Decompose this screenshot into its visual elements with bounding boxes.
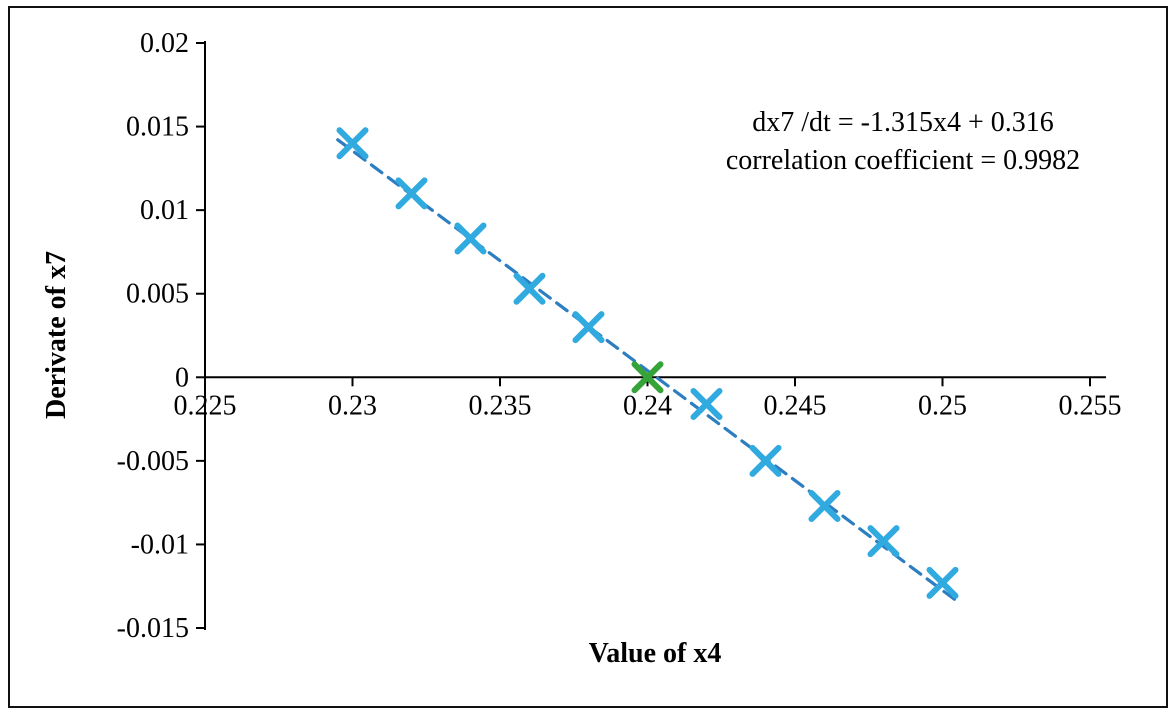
y-tick-label: 0.005 (126, 279, 189, 310)
data-point-marker (513, 272, 546, 305)
y-tick-label: 0.02 (140, 28, 189, 59)
y-tick-label: -0.015 (117, 613, 189, 644)
y-tick-label: -0.01 (131, 529, 189, 560)
data-point-marker (395, 177, 428, 210)
highlight-point-marker (631, 361, 664, 394)
x-tick-label: 0.245 (764, 390, 827, 421)
data-point-marker (454, 222, 487, 255)
data-point-marker (749, 444, 782, 477)
data-point-marker (690, 388, 723, 421)
trendline (336, 138, 959, 603)
trendline-equation: dx7 /dt = -1.315x4 + 0.316 (752, 107, 1054, 138)
x-tick-label: 0.25 (918, 390, 967, 421)
y-tick-label: 0.01 (140, 195, 189, 226)
x-tick-label: 0.23 (328, 390, 377, 421)
trendline-annotation: dx7 /dt = -1.315x4 + 0.316 correlation c… (648, 104, 1158, 180)
data-point-marker (572, 311, 605, 344)
x-tick-label: 0.255 (1059, 390, 1122, 421)
x-tick-label: 0.235 (469, 390, 532, 421)
data-point-marker (926, 566, 959, 599)
data-point-marker (867, 525, 900, 558)
data-point-marker (808, 489, 841, 522)
y-tick-label: -0.005 (117, 446, 189, 477)
data-point-marker (336, 127, 369, 160)
correlation-coefficient: correlation coefficient = 0.9982 (725, 145, 1081, 176)
x-tick-label: 0.225 (174, 390, 237, 421)
y-axis-title: Derivate of x7 (41, 251, 72, 419)
x-tick-label: 0.24 (623, 390, 672, 421)
y-tick-label: 0 (175, 362, 189, 393)
y-tick-label: 0.015 (126, 112, 189, 143)
x-axis-title: Value of x4 (588, 638, 722, 669)
